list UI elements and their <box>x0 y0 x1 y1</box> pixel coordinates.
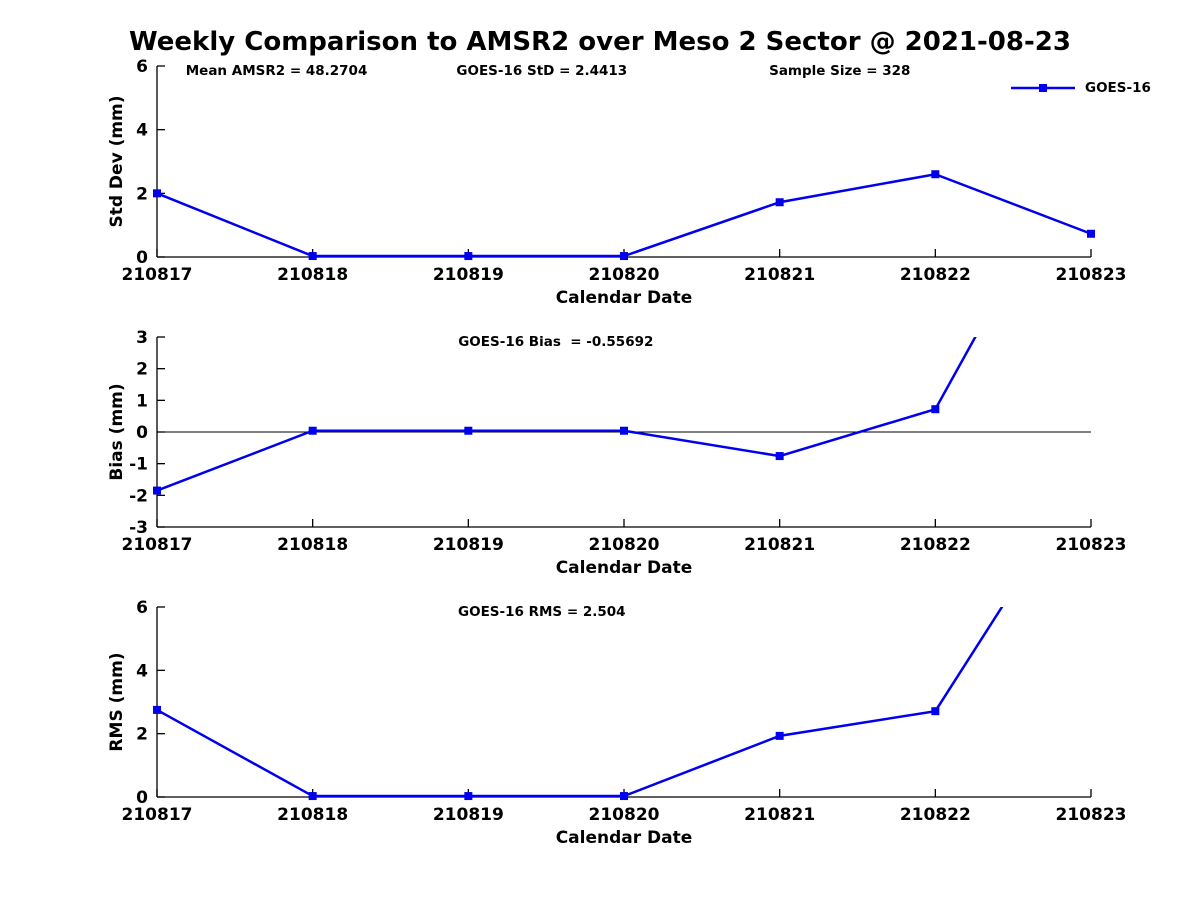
data-point-marker <box>464 426 473 435</box>
y-tick-label: 2 <box>136 184 148 204</box>
x-tick-label: 210819 <box>433 265 504 285</box>
data-point-marker <box>153 189 161 198</box>
x-tick-label: 210817 <box>122 535 193 555</box>
stat-annotation: GOES-16 StD = 2.4413 <box>456 63 627 79</box>
y-tick-label: 4 <box>136 661 148 681</box>
y-tick-label: 3 <box>136 328 148 348</box>
x-tick-label: 210820 <box>589 265 660 285</box>
x-tick-label: 210823 <box>1056 535 1127 555</box>
stat-annotation: GOES-16 Bias = -0.55692 <box>458 334 653 350</box>
data-point-marker <box>1087 229 1095 238</box>
y-tick-label: 6 <box>136 57 148 77</box>
y-tick-label: 4 <box>136 121 148 141</box>
data-point-marker <box>153 705 161 714</box>
legend-label: GOES-16 <box>1085 80 1151 96</box>
data-point-marker <box>931 405 940 414</box>
y-tick-label: 0 <box>136 788 148 808</box>
x-tick-label: 210818 <box>277 265 348 285</box>
x-tick-label: 210820 <box>589 535 660 555</box>
stat-annotation: Mean AMSR2 = 48.2704 <box>186 63 368 79</box>
x-tick-label: 210817 <box>122 805 193 825</box>
x-axis-label: Calendar Date <box>556 828 693 848</box>
legend: GOES-16 <box>1010 80 1151 96</box>
data-point-marker <box>153 486 161 495</box>
data-point-marker <box>931 170 940 179</box>
y-axis-label: Std Dev (mm) <box>107 95 127 227</box>
x-tick-label: 210823 <box>1056 265 1127 285</box>
y-tick-label: 2 <box>136 725 148 745</box>
y-axis-label: RMS (mm) <box>107 652 127 751</box>
y-axis-label: Bias (mm) <box>107 383 127 480</box>
data-point-marker <box>308 792 317 801</box>
x-tick-label: 210822 <box>900 265 971 285</box>
y-tick-label: 2 <box>136 360 148 380</box>
series-line-goes-16 <box>156 172 1092 258</box>
y-tick-label: 0 <box>136 248 148 268</box>
stat-annotation: GOES-16 RMS = 2.504 <box>458 604 626 620</box>
x-tick-label: 210822 <box>900 805 971 825</box>
x-tick-label: 210817 <box>122 265 193 285</box>
y-tick-label: 1 <box>136 391 148 411</box>
x-axis-label: Calendar Date <box>556 288 693 308</box>
data-point-marker <box>464 252 473 261</box>
y-tick-label: -2 <box>129 486 148 506</box>
x-tick-label: 210819 <box>433 805 504 825</box>
legend-line-sample-icon <box>1011 84 1075 92</box>
stat-annotation: Sample Size = 328 <box>769 63 910 79</box>
chart-title: Weekly Comparison to AMSR2 over Meso 2 S… <box>129 27 1071 57</box>
subplot-rms: 0 2 4 6 210817 210818 210819 210820 210821 210822… <box>107 598 1127 848</box>
data-point-marker <box>308 252 317 261</box>
subplot-std-dev: 0 2 4 6 210817 210818 210819 210820 210821 210822… <box>107 57 1126 308</box>
x-tick-label: 210823 <box>1056 805 1127 825</box>
data-point-marker <box>464 792 473 801</box>
subplot-bias: -3 -2 -1 0 1 2 3 210817 210818 210819 210820 210821… <box>107 328 1127 578</box>
data-point-marker <box>931 707 940 716</box>
data-point-marker <box>775 198 784 207</box>
x-tick-label: 210818 <box>277 805 348 825</box>
series-line-goes-16 <box>156 607 1004 798</box>
y-tick-label: 0 <box>136 423 148 443</box>
data-point-marker <box>775 452 784 461</box>
data-point-marker <box>308 426 317 435</box>
x-tick-label: 210819 <box>433 535 504 555</box>
y-tick-label: -3 <box>129 518 148 538</box>
x-tick-label: 210821 <box>744 535 815 555</box>
data-point-marker <box>620 252 628 261</box>
x-tick-label: 210821 <box>744 805 815 825</box>
y-tick-label: -1 <box>129 455 148 475</box>
x-tick-label: 210820 <box>589 805 660 825</box>
data-point-marker <box>775 731 784 740</box>
series-line-goes-16 <box>156 337 977 492</box>
x-tick-label: 210821 <box>744 265 815 285</box>
x-tick-label: 210818 <box>277 535 348 555</box>
x-axis-label: Calendar Date <box>556 558 693 578</box>
data-point-marker <box>620 426 628 435</box>
x-tick-label: 210822 <box>900 535 971 555</box>
data-point-marker <box>620 792 628 801</box>
y-tick-label: 6 <box>136 598 148 618</box>
